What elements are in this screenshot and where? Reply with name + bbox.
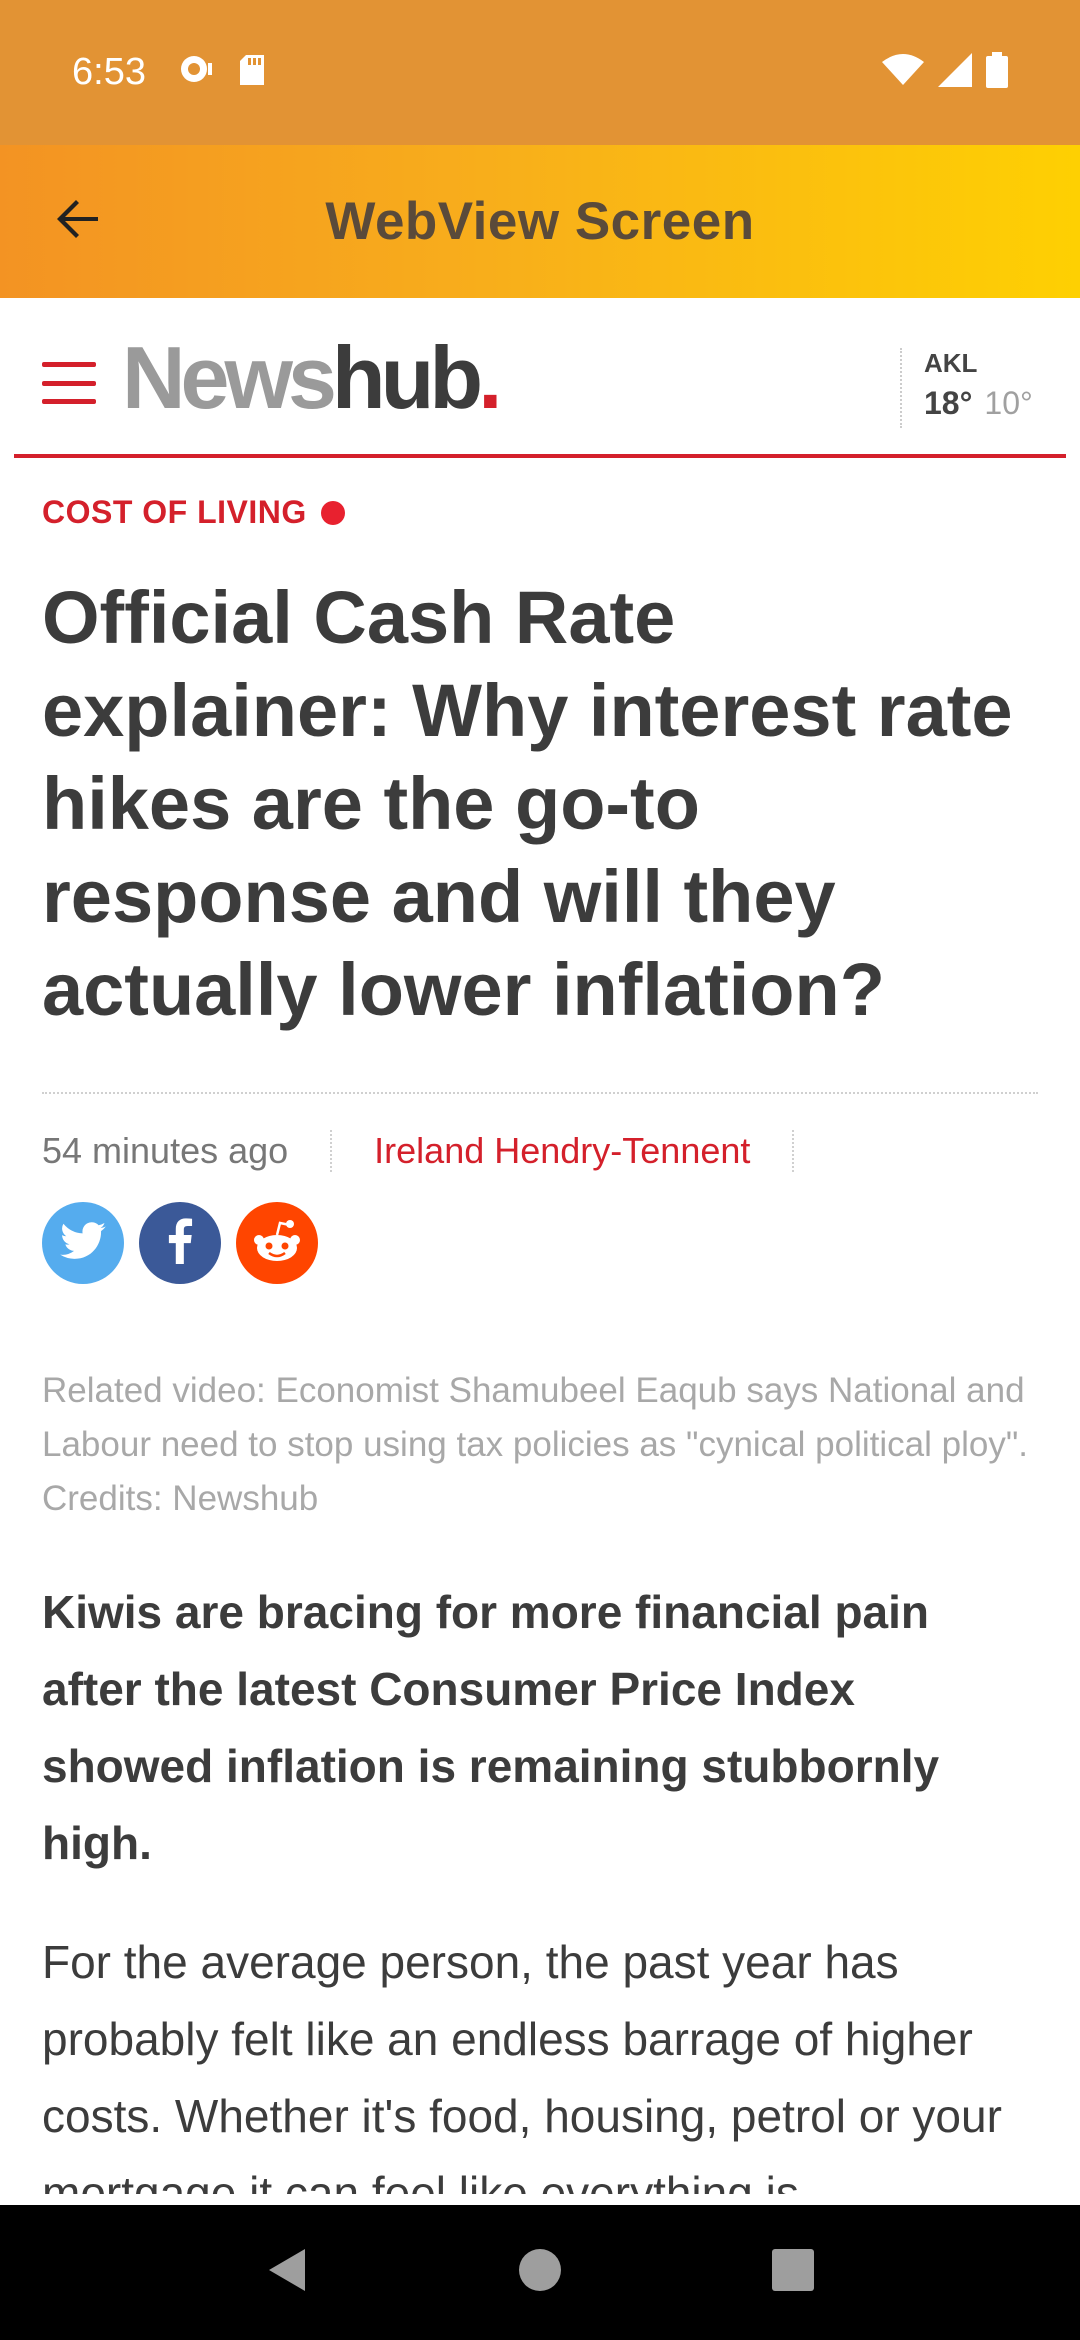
recents-square-icon	[772, 2249, 815, 2296]
app-bar: WebView Screen	[0, 145, 1080, 298]
nav-back-button[interactable]	[242, 2228, 332, 2318]
live-dot-icon	[320, 500, 345, 525]
logo-dot: .	[478, 328, 503, 427]
sd-card-icon	[238, 53, 266, 92]
menu-icon[interactable]	[42, 362, 96, 404]
back-button[interactable]	[40, 183, 116, 259]
newshub-logo[interactable]: Newshub.	[122, 334, 503, 422]
nav-home-button[interactable]	[495, 2228, 585, 2318]
app-title: WebView Screen	[325, 192, 755, 251]
twitter-icon	[60, 1221, 106, 1265]
back-triangle-icon	[267, 2247, 307, 2298]
weather-widget[interactable]: AKL 18° 10°	[900, 348, 1033, 428]
status-bar: 6:53	[0, 0, 1080, 145]
system-nav-bar	[0, 2205, 1080, 2340]
facebook-share-button[interactable]	[139, 1202, 221, 1284]
article-body: For the average person, the past year ha…	[42, 1936, 1002, 2194]
author-link[interactable]: Ireland Hendry-Tennent	[332, 1130, 795, 1172]
weather-low: 10°	[984, 385, 1033, 421]
status-right-icons	[882, 52, 1008, 93]
video-caption: Related video: Economist Shamubeel Eaqub…	[42, 1371, 1028, 1518]
weather-temps: 18° 10°	[924, 385, 1033, 422]
facebook-icon	[167, 1217, 193, 1269]
arrow-left-icon	[54, 195, 102, 248]
home-circle-icon	[518, 2248, 562, 2297]
status-time: 6:53	[72, 51, 146, 93]
wifi-icon	[882, 54, 924, 91]
reddit-share-button[interactable]	[236, 1202, 318, 1284]
site-header: Newshub. AKL 18° 10°	[14, 312, 1066, 458]
share-buttons	[42, 1202, 1038, 1284]
twitter-share-button[interactable]	[42, 1202, 124, 1284]
battery-icon	[986, 52, 1008, 93]
reddit-icon	[250, 1218, 304, 1269]
status-left-icons	[178, 53, 266, 92]
category-text: COST OF LIVING	[42, 494, 307, 530]
article-lead: Kiwis are bracing for more financial pai…	[42, 1586, 940, 1869]
weather-high: 18°	[924, 385, 973, 421]
article: COST OF LIVING Official Cash Rate explai…	[14, 494, 1066, 2194]
weather-city: AKL	[924, 348, 978, 378]
nav-recents-button[interactable]	[748, 2228, 838, 2318]
webview[interactable]: Newshub. AKL 18° 10° COST OF LIVING Offic…	[14, 312, 1066, 2194]
logo-hub: hub	[331, 328, 483, 427]
chat-bubble-icon	[178, 53, 216, 92]
logo-news: News	[122, 328, 337, 427]
category-label[interactable]: COST OF LIVING	[42, 494, 1038, 531]
divider	[42, 1092, 1038, 1094]
cell-signal-icon	[938, 53, 972, 92]
published-time: 54 minutes ago	[42, 1130, 333, 1172]
headline: Official Cash Rate explainer: Why intere…	[42, 576, 1013, 1031]
article-meta: 54 minutes ago Ireland Hendry-Tennent	[42, 1130, 1038, 1172]
